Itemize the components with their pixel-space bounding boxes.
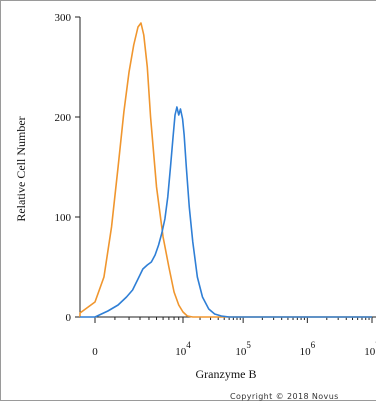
- y-axis-title: Relative Cell Number: [14, 116, 28, 221]
- x-minor-ticks: [94, 317, 370, 320]
- x-axis-title: Granzyme B: [196, 367, 257, 381]
- x-tick-label: 105: [235, 340, 251, 358]
- x-tick-label: 107: [364, 340, 376, 358]
- blue-histogram-series: [80, 106, 372, 318]
- orange-histogram-series: [79, 22, 372, 318]
- copyright-text: Copyright © 2018 Novus: [230, 392, 339, 401]
- y-tick-label: 0: [66, 312, 72, 324]
- y-ticks: 0 100 200 300: [55, 12, 80, 324]
- y-tick-label: 300: [55, 12, 72, 24]
- x-tick-label: 0: [92, 346, 98, 358]
- y-tick-label: 200: [55, 112, 72, 124]
- x-tick-label: 106: [300, 340, 316, 358]
- x-tick-label: 104: [175, 340, 191, 358]
- y-tick-label: 100: [55, 212, 72, 224]
- series-layer: [79, 22, 372, 318]
- x-ticks: 0 104 105 106 107: [92, 317, 376, 358]
